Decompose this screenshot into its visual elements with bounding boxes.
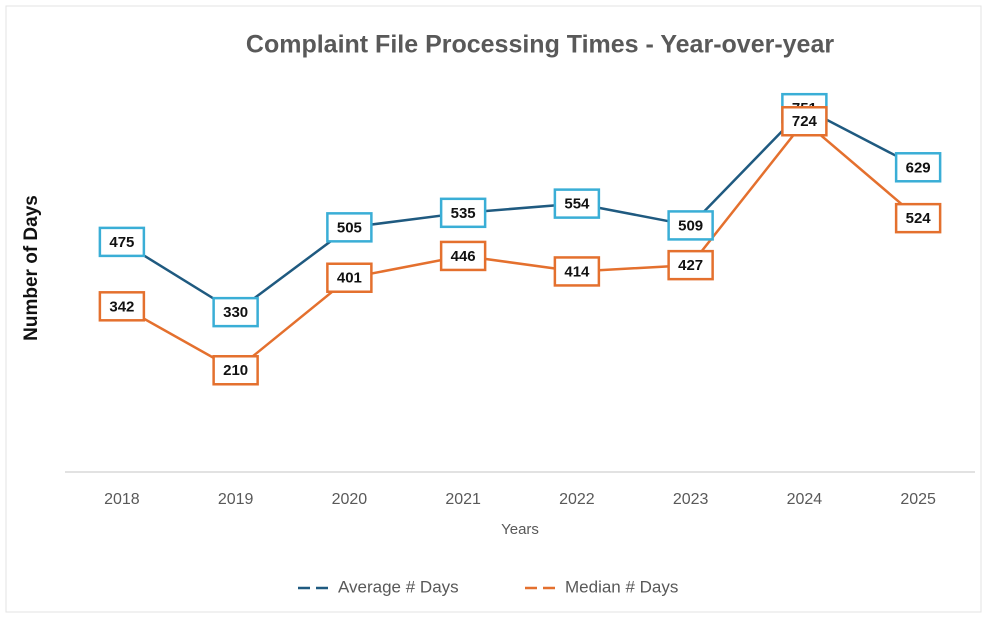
data-point-box bbox=[553, 188, 601, 219]
x-tick-label: 2021 bbox=[445, 491, 481, 508]
data-point-box bbox=[326, 262, 373, 293]
data-point-box bbox=[439, 240, 487, 272]
data-label: 475 bbox=[109, 234, 134, 251]
x-tick-label: 2020 bbox=[332, 491, 368, 508]
x-tick-label: 2023 bbox=[673, 491, 709, 508]
data-label: 554 bbox=[564, 196, 590, 213]
data-point-box bbox=[781, 106, 828, 137]
data-label: 629 bbox=[906, 159, 931, 176]
data-point-box bbox=[98, 291, 146, 322]
x-tick-label: 2025 bbox=[900, 491, 936, 508]
series-line bbox=[121, 119, 919, 372]
x-tick-label: 2024 bbox=[787, 491, 823, 508]
data-point-box bbox=[667, 210, 714, 241]
x-tick-label: 2022 bbox=[559, 491, 595, 508]
data-label: 446 bbox=[451, 248, 476, 265]
data-label: 724 bbox=[792, 113, 818, 130]
data-point-box bbox=[439, 197, 487, 229]
x-tick-label: 2018 bbox=[104, 491, 140, 508]
legend-label: Median # Days bbox=[565, 577, 678, 596]
x-tick-label: 2019 bbox=[218, 491, 254, 508]
data-label: 535 bbox=[451, 205, 476, 222]
data-label: 401 bbox=[337, 270, 362, 287]
data-point-box bbox=[212, 296, 259, 328]
data-label: 505 bbox=[337, 219, 362, 236]
chart-border bbox=[5, 5, 982, 613]
data-label: 414 bbox=[564, 263, 590, 280]
chart-title: Complaint File Processing Times - Year-o… bbox=[246, 31, 834, 59]
data-label: 342 bbox=[109, 298, 134, 315]
data-point-box bbox=[894, 152, 942, 183]
y-axis-label: Number of Days bbox=[21, 195, 42, 341]
data-label: 330 bbox=[223, 304, 248, 321]
data-point-box bbox=[894, 202, 942, 234]
data-point-box bbox=[326, 212, 373, 243]
data-label: 210 bbox=[223, 362, 248, 379]
data-point-box bbox=[667, 249, 714, 281]
legend-label: Average # Days bbox=[338, 577, 459, 596]
data-point-box bbox=[553, 256, 601, 287]
data-point-box bbox=[212, 355, 259, 386]
x-axis-label: Years bbox=[501, 521, 539, 538]
data-label: 524 bbox=[906, 210, 932, 227]
data-point-box bbox=[98, 226, 146, 258]
data-label: 427 bbox=[678, 257, 703, 274]
data-label: 509 bbox=[678, 217, 703, 234]
